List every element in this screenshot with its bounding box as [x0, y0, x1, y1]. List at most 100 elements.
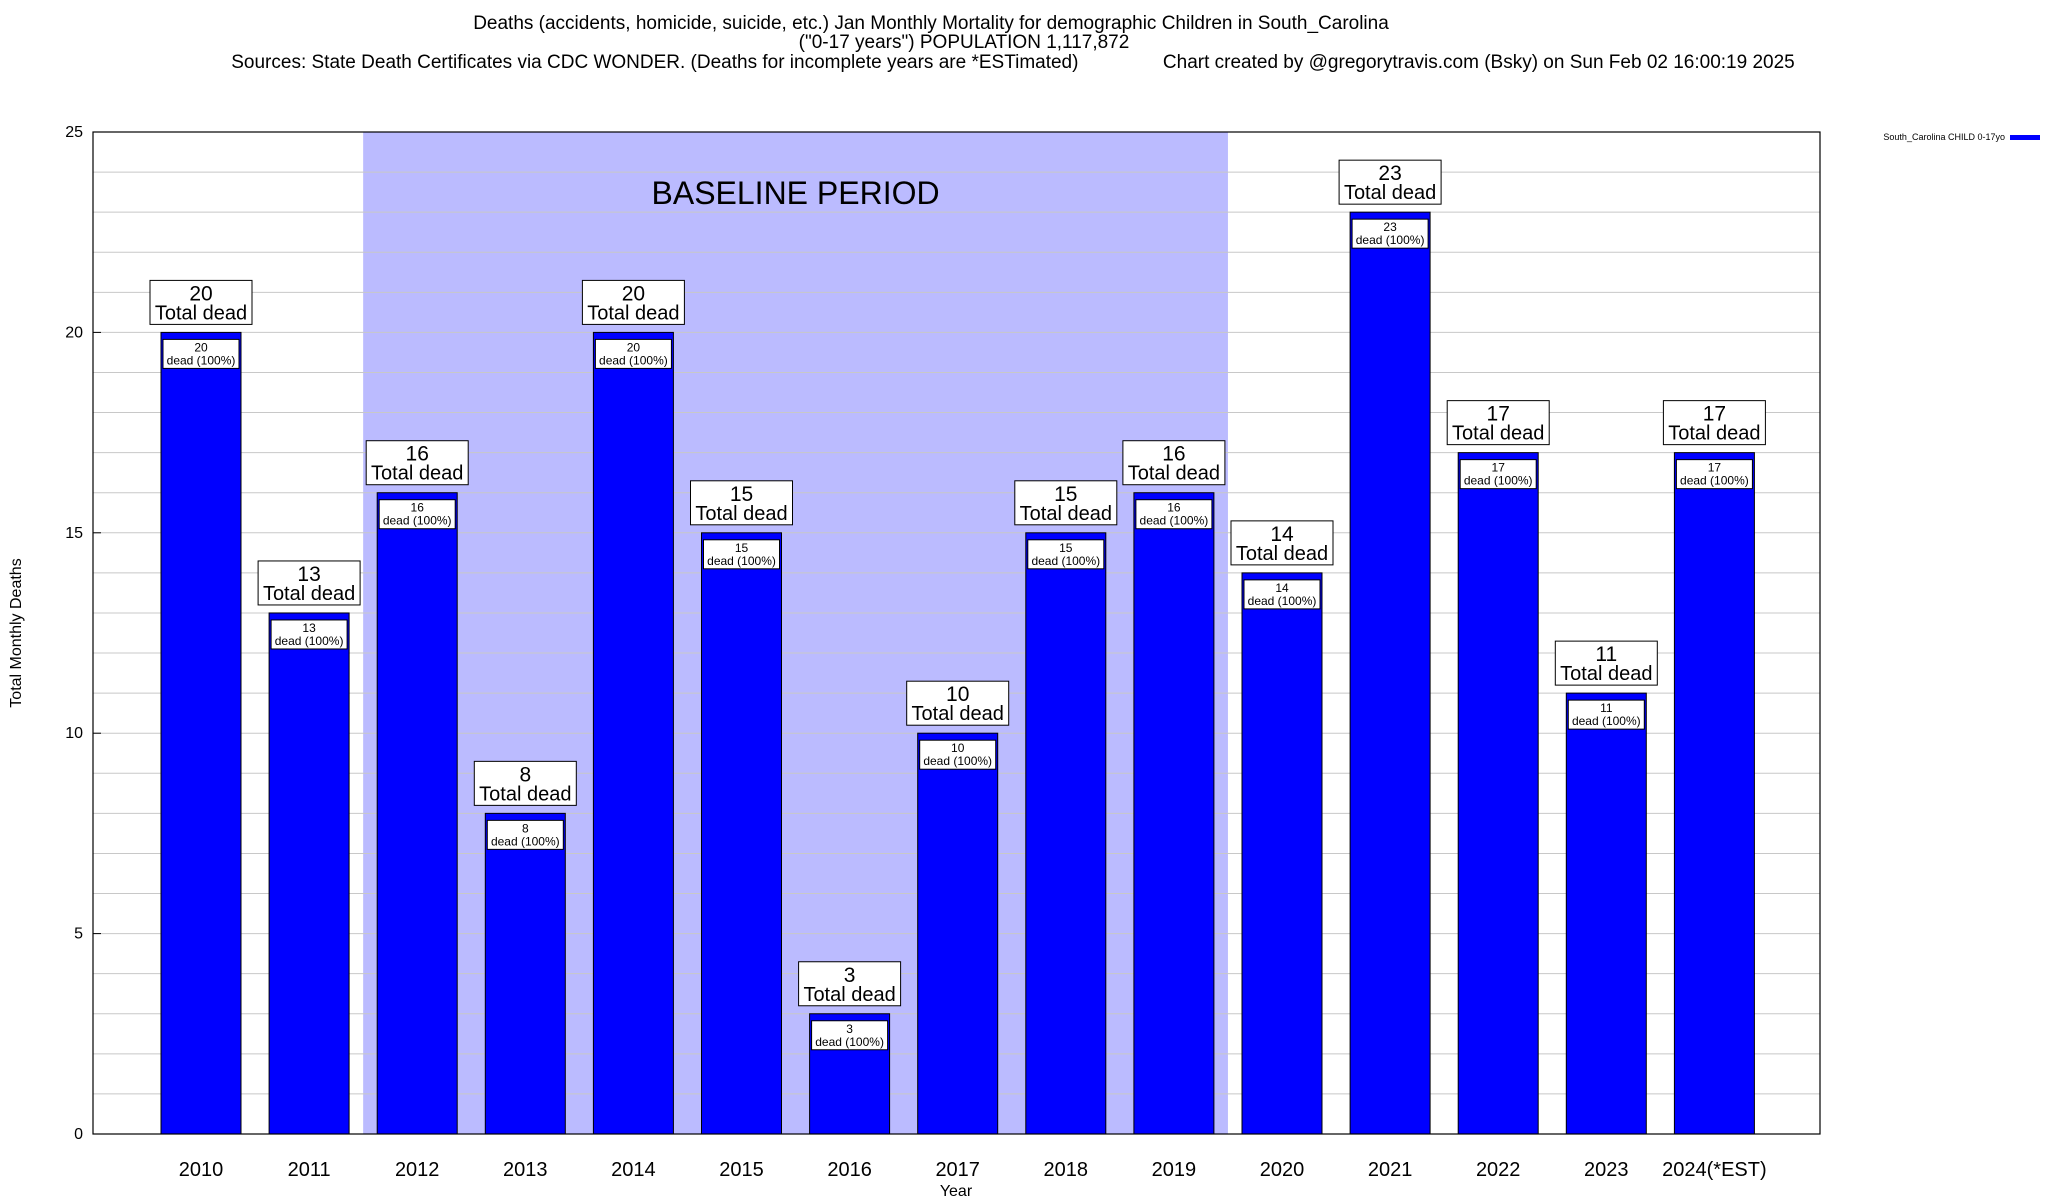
y-tick-label: 25	[65, 124, 83, 141]
bar-inner-label: dead (100%)	[491, 834, 560, 848]
chart-subtitle: ("0-17 years") POPULATION 1,117,872	[798, 32, 1130, 53]
plot-frame	[92, 131, 1821, 1135]
bar-inner-label-box	[378, 499, 456, 530]
bar-total-label-box	[1014, 480, 1118, 526]
y-tick-label: 20	[65, 324, 83, 341]
bar-inner-value: 20	[194, 340, 208, 354]
chart-title: Deaths (accidents, homicide, suicide, et…	[473, 13, 1389, 34]
bar	[1457, 452, 1539, 1135]
bar-total-value: 20	[189, 282, 212, 305]
bar-inner-value: 13	[302, 621, 316, 635]
baseline-period-label: BASELINE PERIOD	[652, 175, 940, 211]
bar-total-label-box	[149, 279, 253, 325]
bar-inner-label: dead (100%)	[383, 514, 452, 528]
bar-inner-label-box	[1135, 499, 1213, 530]
bar-total-label: Total dead	[155, 302, 247, 324]
bar-inner-label: dead (100%)	[167, 353, 236, 367]
y-tick-label: 5	[74, 926, 83, 943]
bar-inner-label-box	[703, 539, 780, 570]
bar	[268, 612, 350, 1135]
bar-total-label-box	[798, 961, 902, 1007]
bar	[1133, 492, 1215, 1135]
legend: South_Carolina CHILD 0-17yo	[1883, 132, 2040, 142]
bar	[484, 812, 566, 1135]
bar-total-value: 14	[1270, 523, 1294, 546]
legend-swatch	[2010, 135, 2040, 140]
x-tick-label: 2018	[1044, 1159, 1089, 1181]
bar-total-value: 17	[1487, 403, 1510, 426]
bar-total-label-box	[1662, 400, 1766, 446]
bar-total-label: Total dead	[1128, 463, 1220, 485]
bar-total-label: Total dead	[1560, 663, 1652, 685]
y-tick-label: 10	[65, 725, 83, 742]
bar-total-label: Total dead	[587, 302, 679, 324]
bar-inner-label-box	[270, 619, 348, 650]
x-tick-label: 2016	[827, 1159, 872, 1181]
bar-inner-label-box	[1351, 218, 1429, 249]
bar-total-label: Total dead	[371, 463, 463, 485]
bar-inner-label: dead (100%)	[599, 353, 668, 367]
bar-inner-label-box	[486, 819, 564, 850]
bar-inner-label: dead (100%)	[923, 754, 992, 768]
bar-total-label: Total dead	[1344, 182, 1436, 204]
bar-inner-label-box	[162, 338, 240, 369]
x-tick-label: 2023	[1584, 1159, 1629, 1181]
bar-inner-value: 11	[1600, 701, 1613, 715]
bar-inner-label: dead (100%)	[1356, 233, 1425, 247]
bar-total-value: 11	[1595, 643, 1617, 666]
bar-total-value: 15	[730, 483, 753, 506]
bar-inner-label-box	[1567, 699, 1645, 730]
x-tick-label: 2014	[611, 1159, 656, 1181]
x-tick-label: 2010	[179, 1159, 224, 1181]
bar-inner-label-box	[594, 338, 672, 369]
bar-total-label: Total dead	[695, 503, 787, 525]
bar-total-label-box	[1338, 159, 1442, 205]
bar-inner-label: dead (100%)	[1572, 714, 1641, 728]
bar-inner-value: 8	[522, 821, 529, 835]
bar-inner-value: 17	[1492, 461, 1506, 475]
bar-total-label-box	[581, 279, 685, 325]
bar-inner-value: 14	[1275, 581, 1289, 595]
bar-inner-value: 23	[1383, 220, 1397, 234]
bar-inner-label: dead (100%)	[1680, 474, 1749, 488]
bar-inner-value: 3	[846, 1022, 853, 1036]
bar-total-label-box	[365, 440, 469, 486]
bar-inner-label-box	[1243, 579, 1321, 610]
y-axis-ticks: 0 5 10 15 20 25	[65, 124, 101, 1143]
bar-inner-label: dead (100%)	[707, 554, 776, 568]
bar-inner-label-box	[1027, 539, 1105, 570]
bar-total-label-box	[1446, 400, 1550, 446]
bar-inner-value: 10	[951, 741, 965, 755]
bar	[1241, 572, 1323, 1135]
bar	[1349, 211, 1431, 1135]
bar-total-label: Total dead	[479, 783, 571, 805]
bar-inner-value: 15	[1059, 541, 1073, 555]
bar-total-label-box	[690, 480, 793, 526]
bar-inner-label: dead (100%)	[275, 634, 344, 648]
x-tick-label: 2021	[1368, 1159, 1413, 1181]
bar-total-value: 3	[844, 964, 856, 987]
bar-inner-value: 17	[1708, 461, 1722, 475]
bar-total-label: Total dead	[1452, 423, 1544, 445]
bar-inner-value: 16	[1167, 501, 1181, 515]
bar-total-label: Total dead	[263, 583, 355, 605]
x-tick-label: 2019	[1152, 1159, 1197, 1181]
x-axis-label: Year	[940, 1183, 973, 1200]
bar-total-value: 15	[1054, 483, 1077, 506]
bar-inner-value: 20	[627, 340, 641, 354]
bar-total-label-box	[1230, 520, 1334, 566]
bar-total-label-box	[257, 560, 361, 606]
bar-inner-label: dead (100%)	[1031, 554, 1100, 568]
bar-total-label: Total dead	[1668, 423, 1760, 445]
bar-total-label-box	[906, 680, 1010, 726]
bar-total-value: 10	[946, 683, 969, 706]
bar-total-label: Total dead	[912, 703, 1004, 725]
bar-total-value: 16	[1162, 443, 1185, 466]
x-tick-label: 2012	[395, 1159, 440, 1181]
bar-total-label-box	[1554, 640, 1658, 686]
x-tick-label: 2024(*EST)	[1662, 1159, 1767, 1181]
bar-total-value: 8	[519, 763, 531, 786]
bar	[1025, 532, 1107, 1135]
